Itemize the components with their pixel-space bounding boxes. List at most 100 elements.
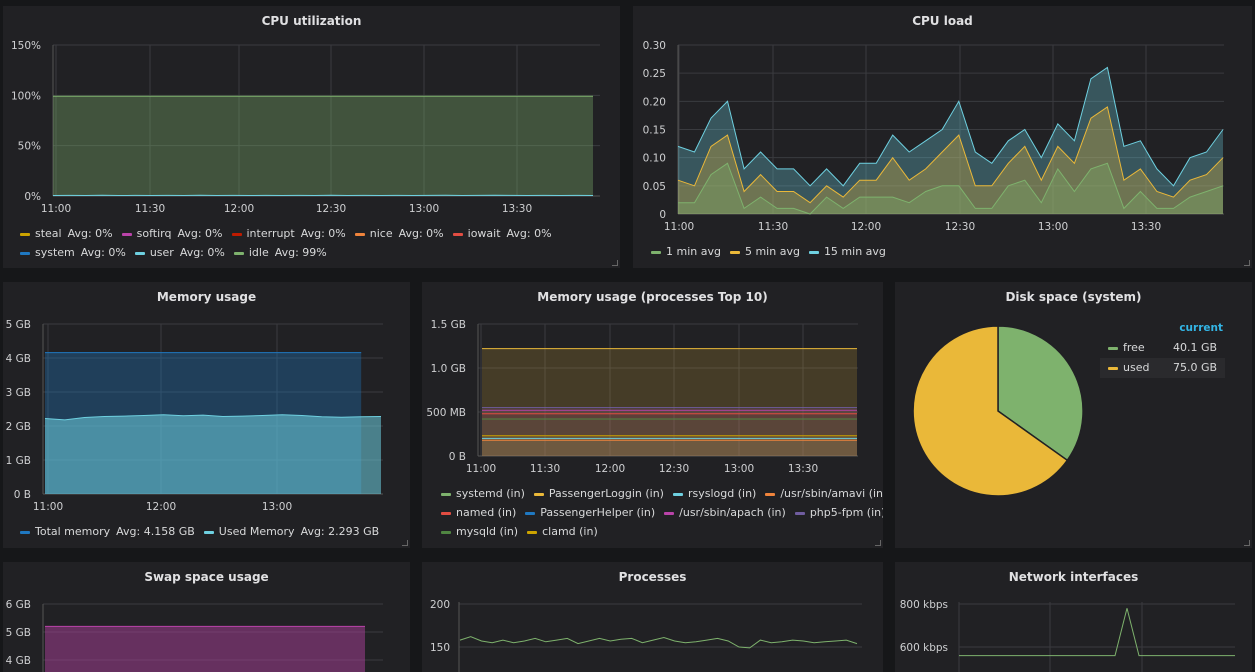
legend-item[interactable]: /usr/sbin/amavi (in) <box>765 484 883 503</box>
legend-swatch <box>20 233 30 236</box>
legend-item[interactable]: php5-fpm (in) <box>795 503 883 522</box>
legend-item[interactable]: named (in) <box>441 503 516 522</box>
legend-value: 40.1 GB <box>1173 338 1225 358</box>
legend-item[interactable]: PassengerHelper (in) <box>525 503 655 522</box>
legend-avg: Avg: 0% <box>301 227 346 240</box>
legend-header-current[interactable]: current <box>1100 322 1225 338</box>
legend-item[interactable]: clamd (in) <box>527 522 598 541</box>
resize-handle[interactable] <box>402 540 408 546</box>
x-tick-label: 11:00 <box>33 501 63 513</box>
legend-swatch <box>1108 347 1118 350</box>
legend-label: 1 min avg <box>666 245 721 258</box>
resize-handle[interactable] <box>875 540 881 546</box>
legend-label: free <box>1123 338 1173 358</box>
legend-item[interactable]: 1 min avg <box>651 242 721 261</box>
x-tick-label: 13:00 <box>724 463 754 475</box>
x-tick-label: 12:00 <box>595 463 625 475</box>
y-tick-label: 0% <box>24 191 41 203</box>
x-tick-label: 13:00 <box>1038 221 1068 233</box>
legend-label: named (in) <box>456 506 516 519</box>
legend-swatch <box>122 233 132 236</box>
legend-avg: Avg: 0% <box>68 227 113 240</box>
legend-item[interactable]: 15 min avg <box>809 242 886 261</box>
x-tick-label: 12:00 <box>146 501 176 513</box>
x-tick-label: 11:30 <box>135 203 165 215</box>
legend-avg: Avg: 0% <box>507 227 552 240</box>
legend-swatch <box>673 493 683 496</box>
y-tick-label: 100% <box>11 90 41 102</box>
y-tick-label: 0.10 <box>643 153 666 165</box>
x-tick-label: 12:00 <box>224 203 254 215</box>
y-tick-label: 0.30 <box>643 40 666 52</box>
x-tick-label: 13:30 <box>502 203 532 215</box>
swap-usage-chart: 4 GB5 GB6 GB <box>3 562 410 672</box>
legend-item[interactable]: systemd (in) <box>441 484 525 503</box>
legend-swatch <box>232 233 242 236</box>
legend-swatch <box>525 512 535 515</box>
resize-handle[interactable] <box>612 260 618 266</box>
legend-label: 15 min avg <box>824 245 886 258</box>
legend-item[interactable]: rsyslogd (in) <box>673 484 756 503</box>
y-tick-label: 0 B <box>449 451 466 463</box>
legend-avg: Avg: 0% <box>177 227 222 240</box>
legend-swatch <box>795 512 805 515</box>
x-tick-label: 11:30 <box>758 221 788 233</box>
y-tick-label: 1.5 GB <box>431 319 466 331</box>
x-tick-label: 11:30 <box>530 463 560 475</box>
series-7-area <box>482 440 857 456</box>
network-line <box>959 608 1235 655</box>
y-tick-label: 0.25 <box>643 68 666 80</box>
y-tick-label: 5 GB <box>6 319 31 331</box>
legend-label: Used Memory <box>219 525 295 538</box>
y-tick-label: 0 <box>659 209 666 221</box>
legend-label: /usr/sbin/apach (in) <box>679 506 786 519</box>
legend-item[interactable]: mysqld (in) <box>441 522 518 541</box>
legend-label: /usr/sbin/amavi (in) <box>780 487 883 500</box>
legend-label: systemd (in) <box>456 487 525 500</box>
legend-swatch <box>20 252 30 255</box>
y-tick-label: 200 <box>430 599 450 611</box>
y-tick-label: 3 GB <box>6 387 31 399</box>
x-tick-label: 12:00 <box>851 221 881 233</box>
legend-row: mysqld (in) clamd (in) <box>441 522 607 541</box>
legend-swatch <box>441 493 451 496</box>
legend-avg: Avg: 0% <box>399 227 444 240</box>
x-tick-label: 13:00 <box>262 501 292 513</box>
x-tick-label: 12:30 <box>316 203 346 215</box>
legend-avg: Avg: 4.158 GB <box>116 525 195 538</box>
y-tick-label: 0.20 <box>643 96 666 108</box>
legend-item[interactable]: 5 min avg <box>730 242 800 261</box>
legend-swatch <box>135 252 145 255</box>
resize-handle[interactable] <box>1244 260 1250 266</box>
legend-label: 5 min avg <box>745 245 800 258</box>
y-tick-label: 2 GB <box>6 421 31 433</box>
y-tick-label: 0.15 <box>643 125 666 137</box>
y-tick-label: 6 GB <box>6 599 31 611</box>
resize-handle[interactable] <box>1244 540 1250 546</box>
y-tick-label: 5 GB <box>6 627 31 639</box>
legend-swatch <box>1108 367 1118 370</box>
legend-item[interactable]: PassengerLoggin (in) <box>534 484 664 503</box>
legend-label: system <box>35 246 75 259</box>
legend-item[interactable]: /usr/sbin/apach (in) <box>664 503 786 522</box>
